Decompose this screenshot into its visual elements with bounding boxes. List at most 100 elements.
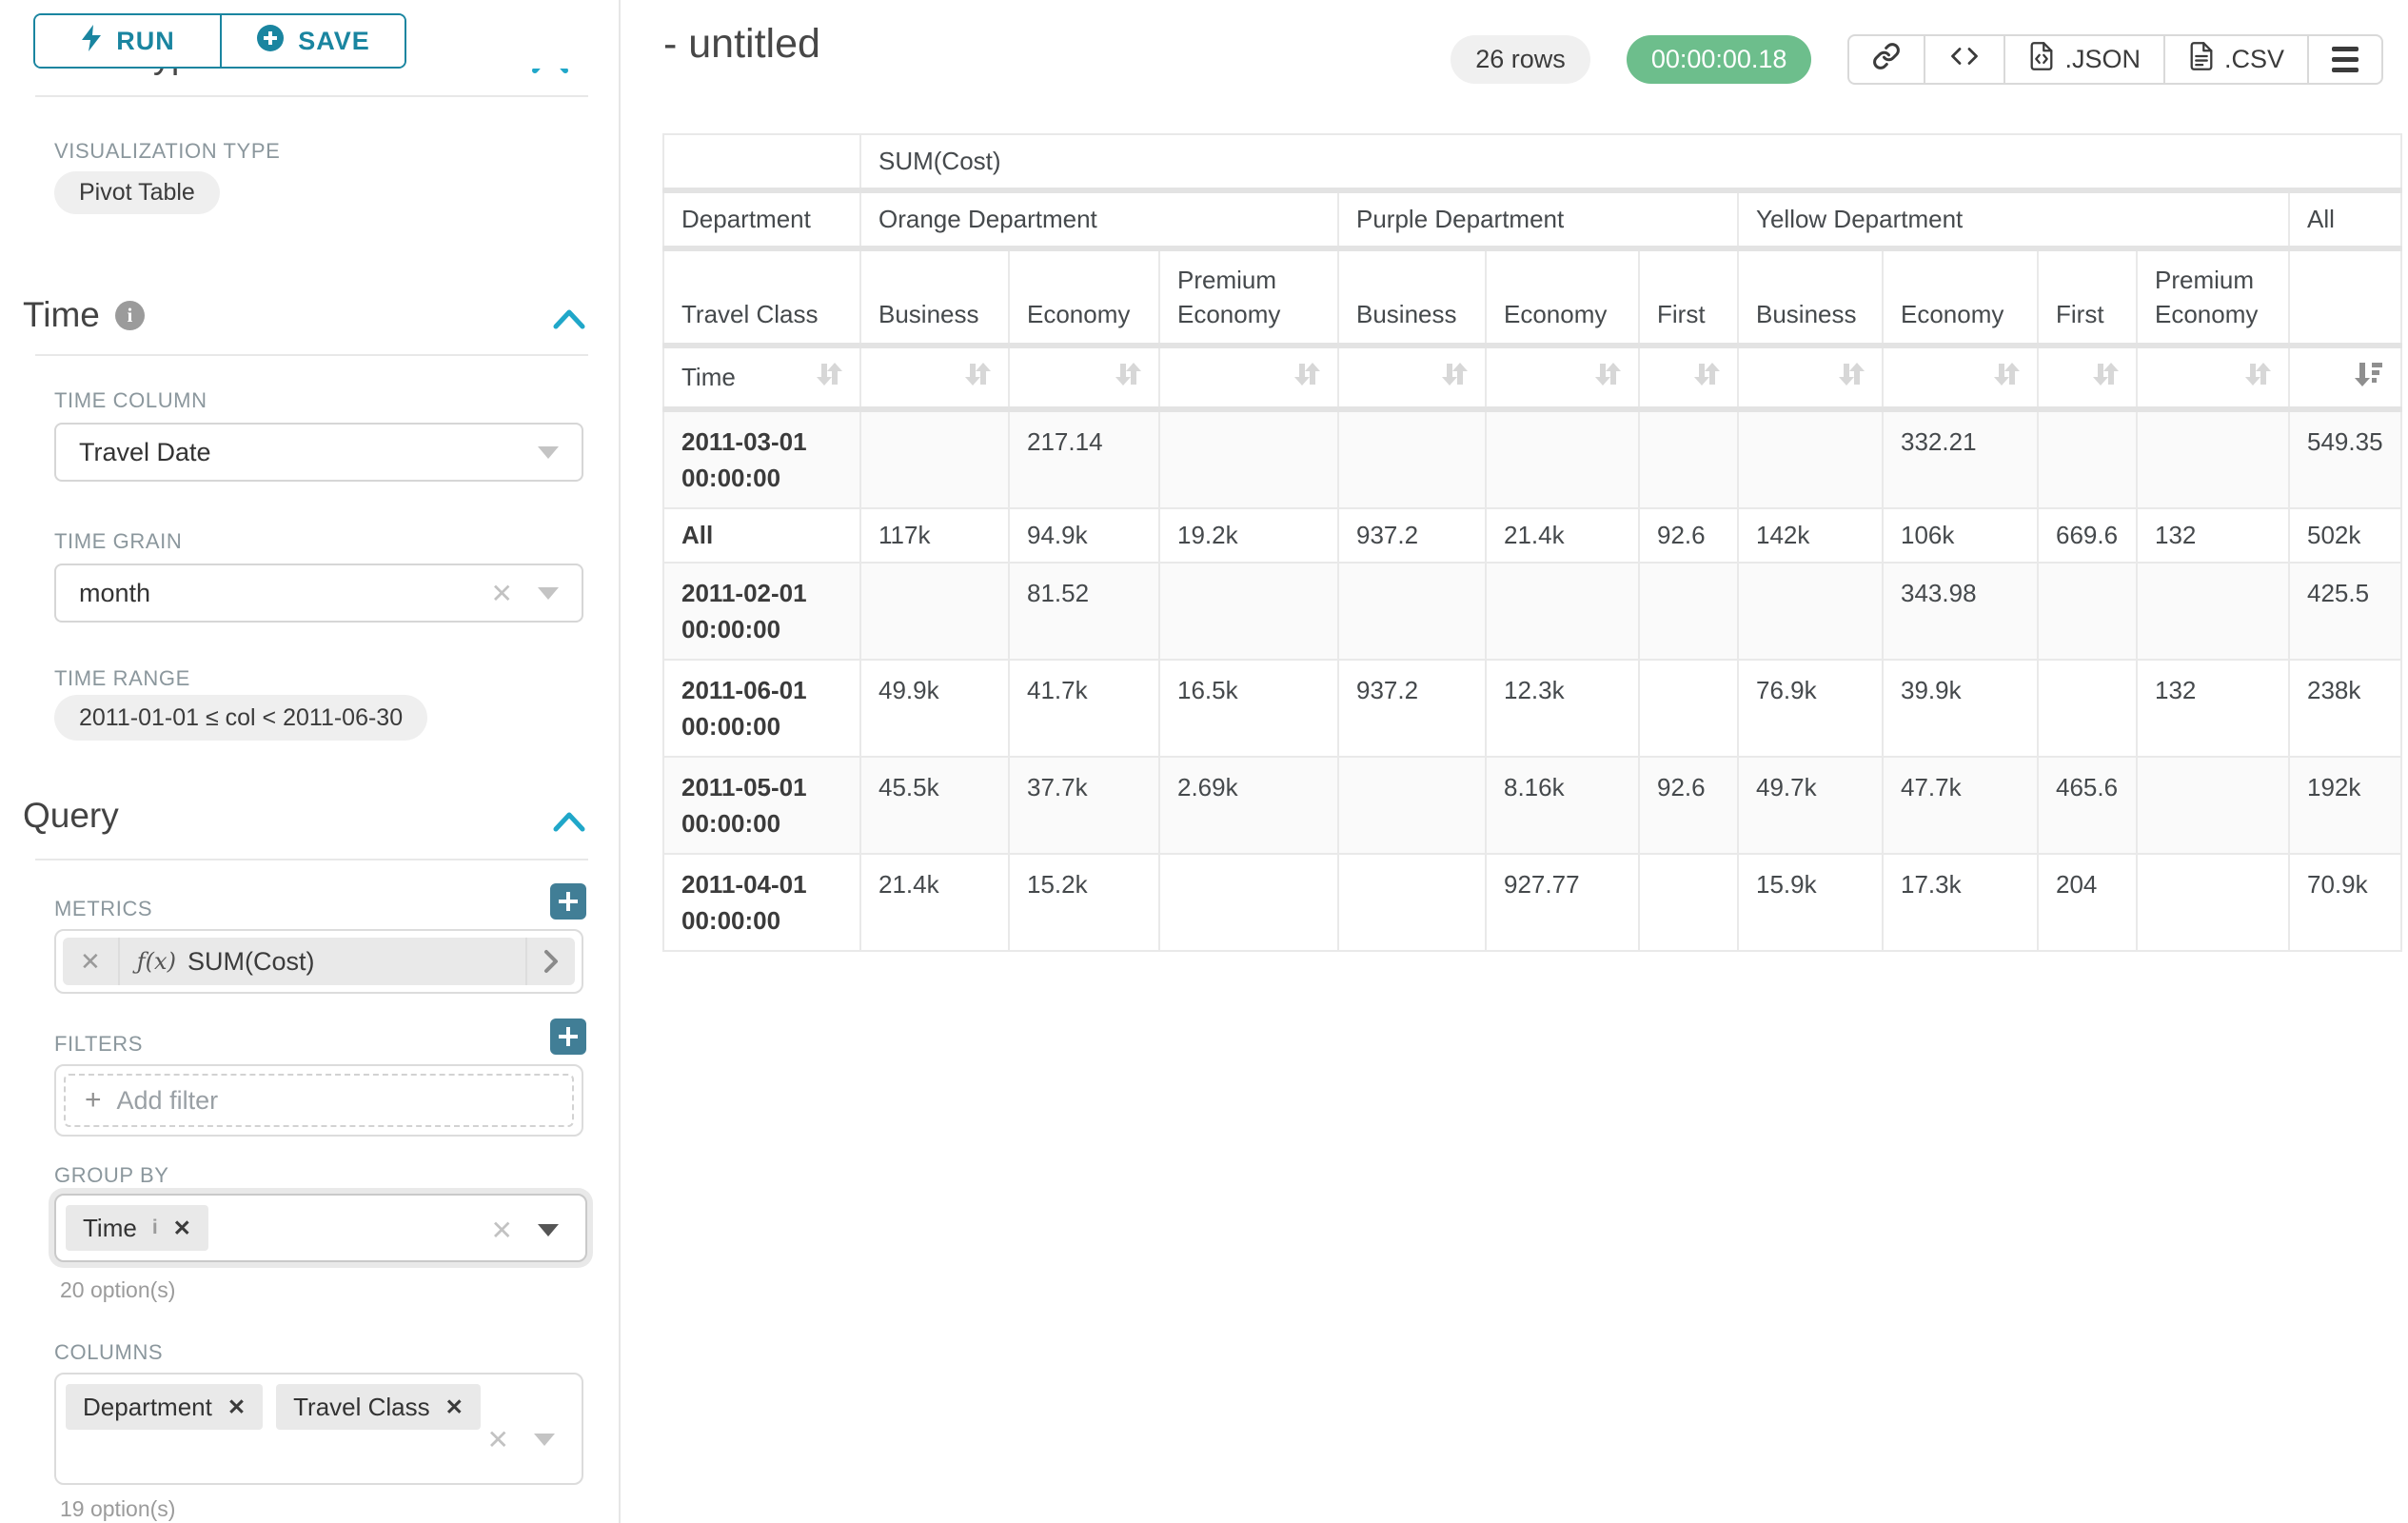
query-section-header[interactable]: Query [23, 796, 119, 836]
value-cell: 47.7k [1882, 756, 2039, 855]
value-cell: 332.21 [1882, 408, 2039, 509]
run-save-button-group: RUN SAVE [33, 13, 406, 69]
value-cell: 92.6 [1638, 756, 1739, 855]
chevron-down-icon[interactable] [534, 1434, 555, 1446]
file-text-icon [2188, 41, 2215, 78]
sort-icon[interactable] [964, 360, 991, 395]
column-sort-cell[interactable] [1737, 345, 1884, 412]
run-button-label: RUN [116, 26, 175, 55]
remove-tag-icon[interactable]: ✕ [172, 1215, 191, 1240]
group-by-select[interactable]: Time i ✕ ✕ [54, 1194, 587, 1262]
column-sort-cell[interactable] [1158, 345, 1339, 412]
save-button[interactable]: SAVE [220, 15, 405, 67]
column-sort-cell[interactable] [1337, 345, 1487, 412]
value-cell: 49.7k [1737, 756, 1884, 855]
value-cell: 937.2 [1337, 659, 1487, 758]
query-timer-badge: 00:00:00.18 [1626, 35, 1812, 84]
travel-class-header: First [2037, 247, 2138, 348]
chevron-down-icon[interactable] [538, 445, 559, 459]
value-cell [2136, 756, 2290, 855]
table-row: All 117k 94.9k 19.2k 937.2 21.4k 92.6 142k 106k 6… [662, 507, 2402, 564]
column-sort-cell[interactable] [1882, 345, 2039, 412]
metric-pill[interactable]: ✕ ƒ(x) SUM(Cost) [63, 938, 575, 985]
value-cell: 37.7k [1008, 756, 1160, 855]
add-filter-button[interactable] [550, 1019, 586, 1055]
travel-class-header: Business [1337, 247, 1487, 348]
time-range-label: TIME RANGE [54, 666, 190, 690]
remove-tag-icon[interactable]: ✕ [227, 1394, 247, 1419]
info-icon[interactable]: i [114, 300, 145, 330]
value-cell: 238k [2288, 659, 2402, 758]
add-filter-placeholder: Add filter [116, 1085, 219, 1115]
export-json-button[interactable]: .JSON [2003, 36, 2163, 83]
value-cell: 117k [859, 507, 1010, 564]
more-options-button[interactable] [2307, 36, 2381, 83]
value-cell: 425.5 [2288, 562, 2402, 661]
chevron-up-icon[interactable] [552, 307, 586, 336]
value-cell [2037, 408, 2138, 509]
sort-icon[interactable] [2244, 360, 2271, 395]
selected-value-tag[interactable]: Travel Class ✕ [276, 1384, 481, 1430]
travel-class-header: Business [1737, 247, 1884, 348]
add-filter-dropzone[interactable]: + Add filter [64, 1074, 574, 1127]
value-cell: 39.9k [1882, 659, 2039, 758]
time-range-pill[interactable]: 2011-01-01 ≤ col < 2011-06-30 [54, 695, 428, 741]
export-csv-button[interactable]: .CSV [2162, 36, 2307, 83]
control-panel-sidebar[interactable]: Chart Type RUN SAVE VISUALIZATION TYPE P… [0, 0, 619, 1523]
clear-icon[interactable]: ✕ [490, 578, 513, 608]
add-metric-button[interactable] [550, 883, 586, 920]
sort-icon[interactable] [1115, 360, 1141, 395]
tag-label: Travel Class [293, 1392, 430, 1421]
time-column-select[interactable]: Travel Date [54, 423, 583, 482]
department-group-header: Orange Department [859, 189, 1339, 251]
value-cell [1737, 408, 1884, 509]
chevron-up-icon[interactable] [552, 809, 586, 839]
run-button[interactable]: RUN [35, 15, 220, 67]
sort-icon[interactable] [1293, 360, 1320, 395]
row-dimension-sort-cell[interactable]: Time [662, 345, 861, 412]
section-divider [35, 354, 588, 356]
value-cell: 465.6 [2037, 756, 2138, 855]
filters-label: FILTERS [54, 1032, 144, 1056]
time-grain-select[interactable]: month ✕ [54, 564, 583, 623]
clear-icon[interactable]: ✕ [486, 1425, 509, 1454]
time-section-header[interactable]: Time i [23, 295, 145, 335]
clear-icon[interactable]: ✕ [490, 1216, 513, 1245]
sort-icon[interactable] [1838, 360, 1865, 395]
column-sort-cell[interactable] [1485, 345, 1640, 412]
columns-label: COLUMNS [54, 1340, 164, 1364]
value-cell [1158, 562, 1339, 661]
column-sort-cell[interactable] [1008, 345, 1160, 412]
visualization-type-pill[interactable]: Pivot Table [54, 171, 220, 214]
travel-class-header: Economy [1485, 247, 1640, 348]
copy-link-button[interactable] [1849, 36, 1924, 83]
columns-select[interactable]: Department ✕ Travel Class ✕ ✕ [54, 1373, 583, 1485]
sort-desc-icon[interactable] [2353, 360, 2383, 395]
selected-value-tag[interactable]: Department ✕ [66, 1384, 264, 1430]
sort-icon[interactable] [1441, 360, 1468, 395]
chevron-down-icon[interactable] [538, 586, 559, 600]
column-sort-cell[interactable] [2136, 345, 2290, 412]
sort-icon[interactable] [1993, 360, 2020, 395]
value-cell [2136, 562, 2290, 661]
selected-value-tag[interactable]: Time i ✕ [66, 1205, 208, 1251]
remove-tag-icon[interactable]: ✕ [444, 1394, 464, 1419]
sort-icon[interactable] [1693, 360, 1720, 395]
menu-icon [2332, 47, 2359, 72]
section-divider [35, 95, 588, 97]
time-grain-value: month [79, 578, 151, 607]
column-sort-cell[interactable] [2288, 345, 2402, 412]
remove-metric-icon[interactable]: ✕ [63, 938, 120, 985]
chevron-down-icon[interactable] [538, 1224, 559, 1236]
sort-icon[interactable] [2092, 360, 2119, 395]
fx-icon: ƒ(x) [136, 948, 176, 975]
chart-title[interactable]: - untitled [663, 21, 820, 67]
sort-icon[interactable] [1594, 360, 1621, 395]
travel-class-header: Premium Economy [1158, 247, 1339, 348]
column-sort-cell[interactable] [2037, 345, 2138, 412]
embed-code-button[interactable] [1924, 36, 2003, 83]
sort-icon[interactable] [816, 360, 842, 395]
column-sort-cell[interactable] [1638, 345, 1739, 412]
chevron-right-icon[interactable] [525, 938, 575, 985]
column-sort-cell[interactable] [859, 345, 1010, 412]
